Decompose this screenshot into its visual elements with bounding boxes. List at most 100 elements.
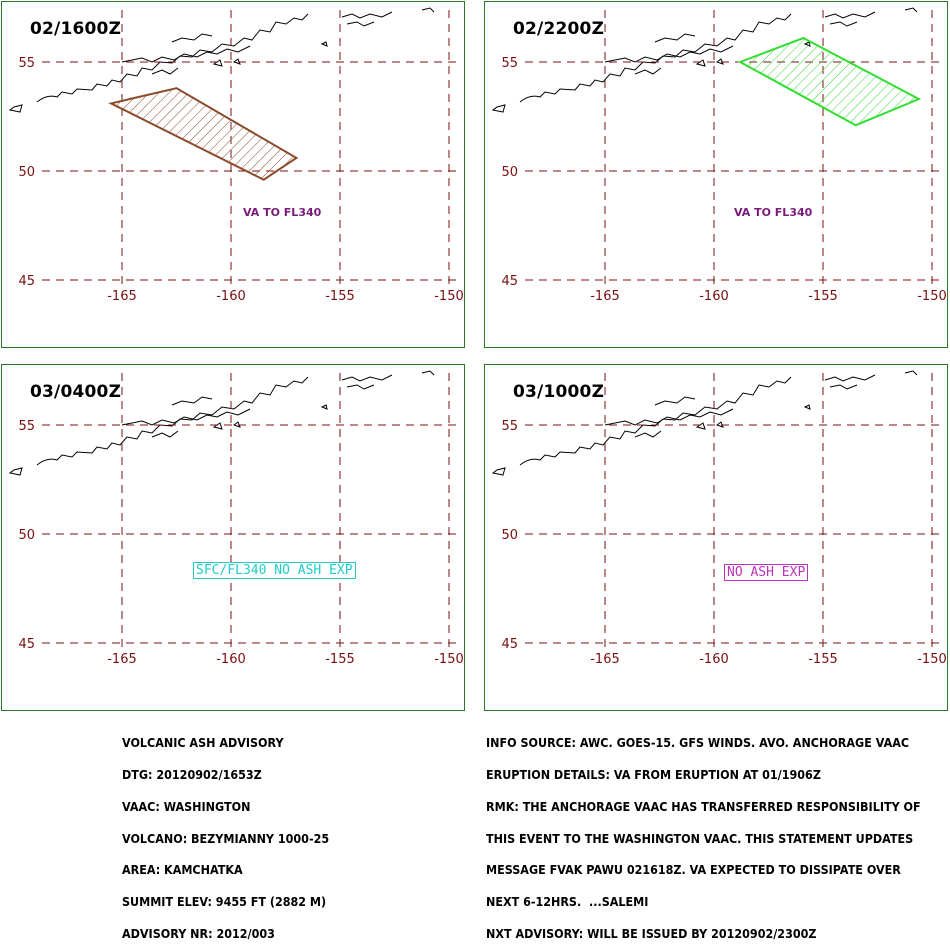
- coastline: [904, 370, 918, 376]
- advisory-line: AREA: KAMCHATKA: [122, 863, 243, 878]
- coastline: [604, 408, 734, 426]
- coastline: [824, 374, 876, 382]
- advisory-text-right: INFO SOURCE: AWC. GOES-15. GFS WINDS. AV…: [486, 717, 921, 950]
- coastline: [151, 430, 179, 438]
- coastline: [803, 404, 811, 410]
- ash-cloud-polygon: [108, 87, 299, 181]
- coastline: [491, 467, 506, 476]
- coastline: [346, 384, 375, 390]
- longitude-label: -165: [590, 652, 620, 667]
- latitude-label: 55: [501, 419, 518, 434]
- longitude-label: -150: [917, 289, 947, 304]
- latitude-label: 50: [501, 165, 518, 180]
- ash-height-label: VA TO FL340: [734, 206, 813, 219]
- coastline: [121, 45, 251, 63]
- advisory-line: VAAC: WASHINGTON: [122, 799, 251, 814]
- longitude-label: -160: [216, 652, 246, 667]
- forecast-panel-4: 55 50 45 -165 -160 -155 -150 03/1000Z NO ASH E…: [484, 364, 948, 711]
- no-ash-label: NO ASH EXP: [724, 564, 809, 581]
- map-canvas: 55 50 45 -165 -160 -155 -150: [491, 7, 947, 304]
- coastline: [829, 384, 858, 390]
- coastline: [829, 21, 858, 27]
- panel-time: 02/2200Z: [513, 19, 605, 39]
- coastline: [171, 33, 213, 43]
- panel-time: 03/1000Z: [513, 382, 605, 402]
- latitude-label: 45: [18, 274, 35, 289]
- longitude-label: -165: [590, 289, 620, 304]
- advisory-line: THIS EVENT TO THE WASHINGTON VAAC. THIS …: [486, 831, 914, 846]
- advisory-line: MESSAGE FVAK PAWU 021618Z. VA EXPECTED T…: [486, 863, 901, 878]
- longitude-label: -160: [699, 652, 729, 667]
- advisory-line: VOLCANO: BEZYMIANNY 1000-25: [122, 831, 330, 846]
- latitude-label: 55: [18, 56, 35, 71]
- latitude-label: 50: [501, 528, 518, 543]
- longitude-label: -150: [434, 289, 464, 304]
- advisory-line: RMK: THE ANCHORAGE VAAC HAS TRANSFERRED …: [486, 799, 921, 814]
- longitude-label: -160: [699, 289, 729, 304]
- coastline: [695, 59, 706, 67]
- advisory-line: VOLCANIC ASH ADVISORY: [122, 736, 284, 751]
- longitude-label: -165: [107, 289, 137, 304]
- map-canvas: 55 50 45 -165 -160 -155 -150: [8, 7, 464, 304]
- coastline: [341, 374, 393, 382]
- longitude-label: -155: [325, 289, 355, 304]
- latitude-label: 55: [501, 56, 518, 71]
- longitude-label: -155: [808, 289, 838, 304]
- latitude-label: 55: [18, 419, 35, 434]
- latitude-label: 50: [18, 165, 35, 180]
- coastline: [634, 67, 662, 75]
- coastline: [212, 422, 223, 430]
- advisory-line: DTG: 20120902/1653Z: [122, 767, 262, 782]
- coastline: [36, 376, 309, 466]
- longitude-label: -155: [325, 652, 355, 667]
- longitude-label: -155: [808, 652, 838, 667]
- advisory-line: ADVISORY NR: 2012/003: [122, 926, 275, 941]
- coastline: [121, 408, 251, 426]
- map-canvas: 55 50 45 -165 -160 -155 -150: [491, 370, 947, 667]
- coastline: [491, 104, 506, 113]
- coastline: [519, 376, 792, 466]
- advisory-line: NEXT 6-12HRS. ...SALEMI: [486, 895, 649, 910]
- coastline: [8, 467, 23, 476]
- coastline: [421, 370, 435, 376]
- no-ash-label: SFC/FL340 NO ASH EXP: [193, 562, 356, 579]
- coastline: [634, 430, 662, 438]
- ash-height-label: VA TO FL340: [243, 206, 322, 219]
- panel-time: 03/0400Z: [30, 382, 122, 402]
- advisory-text-left: VOLCANIC ASH ADVISORY DTG: 20120902/1653…: [122, 717, 329, 950]
- coastline: [171, 396, 213, 406]
- coastline: [654, 33, 696, 43]
- forecast-panel-3: 55 50 45 -165 -160 -155 -150 03/0400Z SFC/FL34…: [1, 364, 465, 711]
- coastline: [421, 7, 435, 13]
- advisory-line: NXT ADVISORY: WILL BE ISSUED BY 20120902…: [486, 926, 817, 941]
- coastline: [519, 13, 792, 103]
- coastline: [320, 404, 328, 410]
- latitude-label: 45: [18, 637, 35, 652]
- coastline: [695, 422, 706, 430]
- forecast-panel-1: 55 50 45 -165 -160 -155 -150 02/1600Z VA TO FL…: [1, 1, 465, 348]
- coastline: [341, 11, 393, 19]
- panel-time: 02/1600Z: [30, 19, 122, 39]
- coastline: [604, 45, 734, 63]
- ash-cloud-polygon: [737, 36, 922, 127]
- coastline: [654, 396, 696, 406]
- latitude-label: 45: [501, 637, 518, 652]
- coastline: [346, 21, 375, 27]
- advisory-line: INFO SOURCE: AWC. GOES-15. GFS WINDS. AV…: [486, 736, 910, 751]
- longitude-label: -150: [434, 652, 464, 667]
- coastline: [36, 13, 309, 103]
- advisory-line: ERUPTION DETAILS: VA FROM ERUPTION AT 01…: [486, 767, 821, 782]
- forecast-panel-2: 55 50 45 -165 -160 -155 -150 02/2200Z VA TO FL…: [484, 1, 948, 348]
- coastline: [904, 7, 918, 13]
- coastline: [824, 11, 876, 19]
- coastline: [8, 104, 23, 113]
- longitude-label: -160: [216, 289, 246, 304]
- latitude-label: 50: [18, 528, 35, 543]
- longitude-label: -165: [107, 652, 137, 667]
- latitude-label: 45: [501, 274, 518, 289]
- coastline: [212, 59, 223, 67]
- coastline: [320, 41, 328, 47]
- map-canvas: 55 50 45 -165 -160 -155 -150: [8, 370, 464, 667]
- advisory-line: SUMMIT ELEV: 9455 FT (2882 M): [122, 895, 327, 910]
- coastline: [151, 67, 179, 75]
